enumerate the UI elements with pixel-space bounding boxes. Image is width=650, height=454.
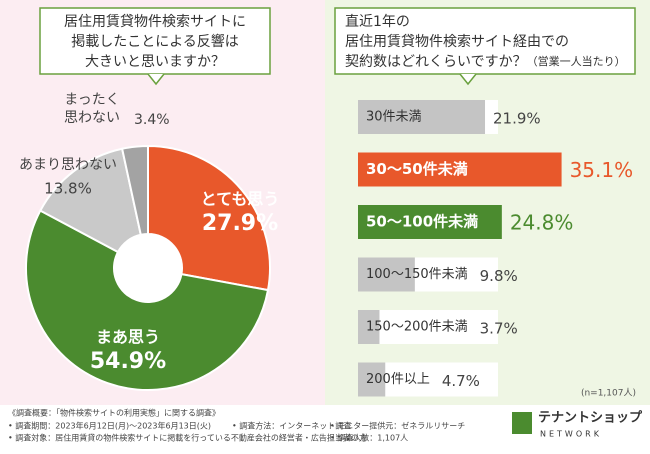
donut-hole (114, 234, 182, 302)
slice-value: 54.9% (90, 349, 166, 374)
title-box (334, 7, 636, 75)
bar-value: 9.8% (480, 267, 518, 285)
footer-heading: 《調査概要：「物件検索サイトの利用実態」に関する調査》 (8, 408, 220, 418)
chart-subtitle: （営業一人当たり） (527, 54, 626, 68)
bar-label: 50〜100件未満 (366, 213, 478, 231)
bar-label: 30件未満 (366, 110, 422, 125)
footer-bg (0, 405, 650, 450)
bar-label: 100〜150件未満 (366, 267, 468, 282)
bar (358, 152, 562, 187)
logo-icon (512, 412, 532, 434)
bar (358, 205, 502, 239)
chart-title: 直近1年の (345, 13, 410, 30)
bar (358, 100, 486, 134)
bar-label: 200件以上 (366, 372, 430, 387)
bar (358, 362, 386, 397)
slice-value: 13.8% (44, 180, 92, 198)
footer-item: • モニター提供元：ゼネラルリサーチ (330, 421, 465, 431)
footer-item: • 調査方法：インターネット調査 (232, 421, 351, 431)
chart-title: 居住用賃貸物件検索サイトに (64, 13, 246, 30)
bar-value: 21.9% (493, 110, 541, 128)
footer-item: • 調査人数：1,107人 (330, 433, 408, 443)
pointer (459, 73, 477, 86)
sample-note: (n=1,107人) (581, 388, 636, 399)
slice-label: 思わない (64, 110, 120, 126)
chart-title: 居住用賃貸物件検索サイト経由での (345, 33, 569, 50)
chart-title: 大きいと思いますか？ (85, 54, 225, 70)
bar-label: 30〜50件未満 (366, 160, 468, 178)
slice-label: とても思う (201, 190, 280, 209)
logo-sub: NETWORK (540, 430, 602, 439)
logo-name: テナントショップ (538, 411, 643, 426)
slice-label: あまり思わない (19, 157, 117, 173)
bar-frame (358, 310, 498, 344)
bar-value: 24.8% (510, 211, 574, 235)
bar-value: 35.1% (570, 158, 634, 182)
footer-item: • 調査期間：2023年6月12日(月)〜2023年6月13日(火) (8, 421, 211, 431)
slice-value: 27.9% (202, 211, 278, 236)
pointer (147, 73, 165, 86)
footer-item: • 調査対象：居住用賃貸の物件検索サイトに掲載を行っている不動産会社の経営者・広… (8, 433, 367, 443)
slice-label: まったく (64, 92, 119, 108)
chart-title: 掲載したことによる反響は (71, 33, 239, 50)
bar-label: 150〜200件未満 (366, 320, 468, 335)
chart-title: 契約数はどれくらいですか？ (345, 54, 527, 70)
bar (358, 310, 380, 344)
slice-value: 3.4% (134, 112, 170, 128)
slice-label: まあ思う (96, 328, 160, 347)
bar-value: 4.7% (442, 372, 480, 390)
bar (358, 257, 415, 292)
title-box (39, 7, 271, 75)
bar-value: 3.7% (480, 320, 518, 338)
